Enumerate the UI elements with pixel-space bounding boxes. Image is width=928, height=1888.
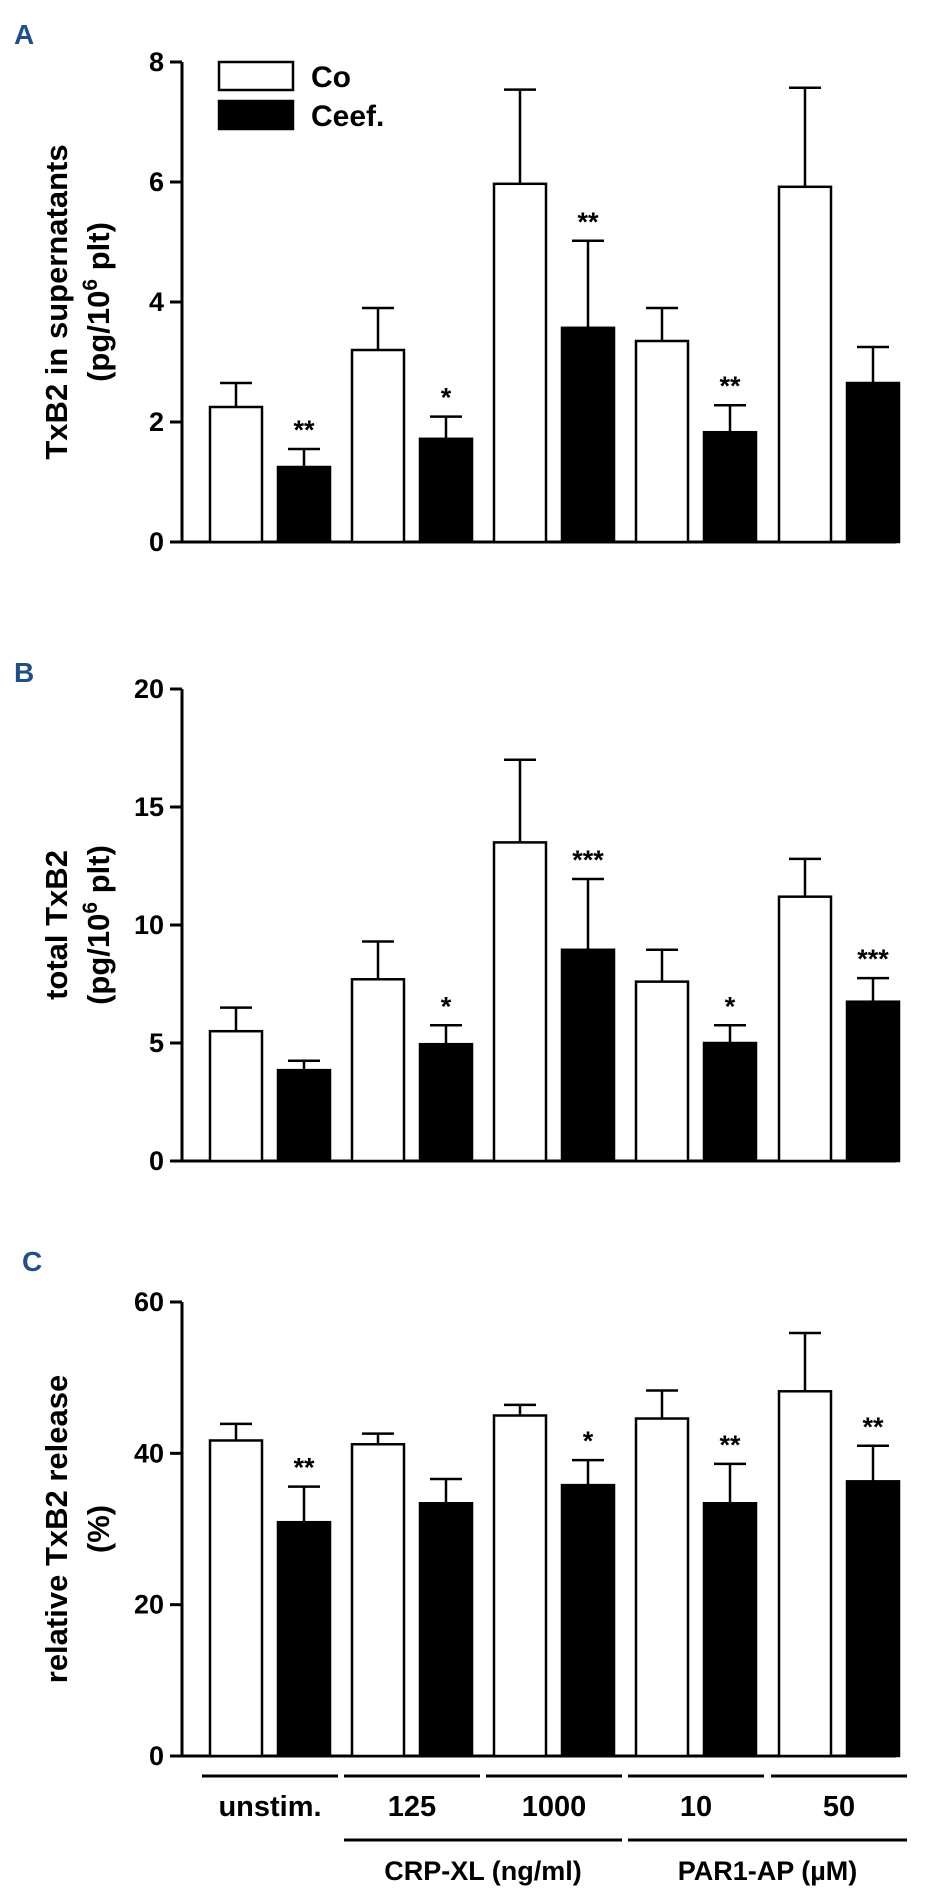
y-tick-label: 0 (149, 1146, 164, 1176)
y-axis-unit: (pg/106 plt) (79, 845, 116, 1005)
bar-ceef-2 (560, 948, 616, 1163)
y-tick-label: 60 (134, 1287, 164, 1317)
bar-ceef-4 (845, 1480, 901, 1758)
legend-swatch (217, 99, 295, 131)
bar-ceef-3 (702, 430, 758, 544)
bar-ceef-0 (276, 465, 332, 544)
y-tick-label: 20 (134, 1590, 164, 1620)
significance-label: ** (862, 1412, 884, 1442)
bar-ceef-4 (845, 1000, 901, 1163)
bar-co-1 (350, 348, 406, 544)
significance-label: * (441, 383, 452, 413)
bar-ceef-1 (418, 1502, 474, 1758)
y-tick-label: 5 (149, 1028, 164, 1058)
bar-co-3 (634, 1417, 690, 1758)
y-tick-label: 15 (134, 792, 164, 822)
bar-ceef-2 (560, 326, 616, 544)
y-axis-title: TxB2 in supernatants (39, 144, 74, 459)
significance-label: * (583, 1426, 594, 1456)
y-tick-label: 4 (149, 287, 164, 317)
bar-co-2 (492, 1414, 548, 1758)
bar-ceef-2 (560, 1483, 616, 1758)
significance-label: ** (719, 1430, 741, 1460)
significance-label: ** (577, 207, 599, 237)
x-group-label: PAR1-AP (µM) (678, 1856, 858, 1886)
x-category-label: unstim. (218, 1791, 321, 1823)
legend-label: Co (311, 61, 351, 94)
y-tick-label: 2 (149, 407, 164, 437)
bar-co-4 (777, 1390, 833, 1758)
bar-co-0 (208, 1439, 264, 1758)
significance-label: ** (293, 415, 315, 445)
y-tick-label: 40 (134, 1438, 164, 1468)
y-tick-label: 6 (149, 167, 164, 197)
y-axis-unit: (pg/106 plt) (79, 222, 116, 382)
bar-co-1 (350, 1443, 406, 1758)
panel-letter: A (14, 19, 34, 50)
y-tick-label: 0 (149, 527, 164, 557)
bar-co-0 (208, 405, 264, 544)
x-category-label: 50 (823, 1791, 855, 1823)
y-tick-label: 10 (134, 910, 164, 940)
legend-label: Ceef. (311, 100, 384, 133)
bar-co-4 (777, 895, 833, 1163)
significance-label: ** (293, 1453, 315, 1483)
bar-ceef-3 (702, 1041, 758, 1163)
bar-ceef-3 (702, 1502, 758, 1758)
significance-label: ** (719, 371, 741, 401)
bar-ceef-4 (845, 381, 901, 544)
bar-ceef-0 (276, 1068, 332, 1163)
x-category-label: 10 (680, 1791, 712, 1823)
bar-ceef-0 (276, 1520, 332, 1758)
bar-co-2 (492, 841, 548, 1163)
bar-co-3 (634, 980, 690, 1163)
bar-ceef-1 (418, 1042, 474, 1163)
bar-co-2 (492, 182, 548, 544)
bar-co-1 (350, 978, 406, 1163)
y-axis-title: relative TxB2 release (39, 1375, 74, 1684)
bar-co-4 (777, 185, 833, 544)
bar-co-0 (208, 1029, 264, 1163)
y-axis-title: total TxB2 (39, 850, 74, 1000)
legend-swatch (217, 60, 295, 92)
significance-label: * (725, 991, 736, 1021)
x-category-label: 1000 (522, 1791, 587, 1823)
significance-label: *** (857, 944, 889, 974)
y-tick-label: 8 (149, 47, 164, 77)
y-axis-unit: (%) (81, 1505, 116, 1553)
x-category-label: 125 (388, 1791, 436, 1823)
x-group-label: CRP-XL (ng/ml) (384, 1856, 582, 1886)
bar-ceef-1 (418, 437, 474, 544)
significance-label: * (441, 991, 452, 1021)
panel-letter: B (14, 657, 34, 688)
panel-letter: C (22, 1246, 42, 1277)
y-tick-label: 20 (134, 674, 164, 704)
significance-label: *** (572, 845, 604, 875)
bar-co-3 (634, 339, 690, 544)
y-tick-label: 0 (149, 1741, 164, 1771)
